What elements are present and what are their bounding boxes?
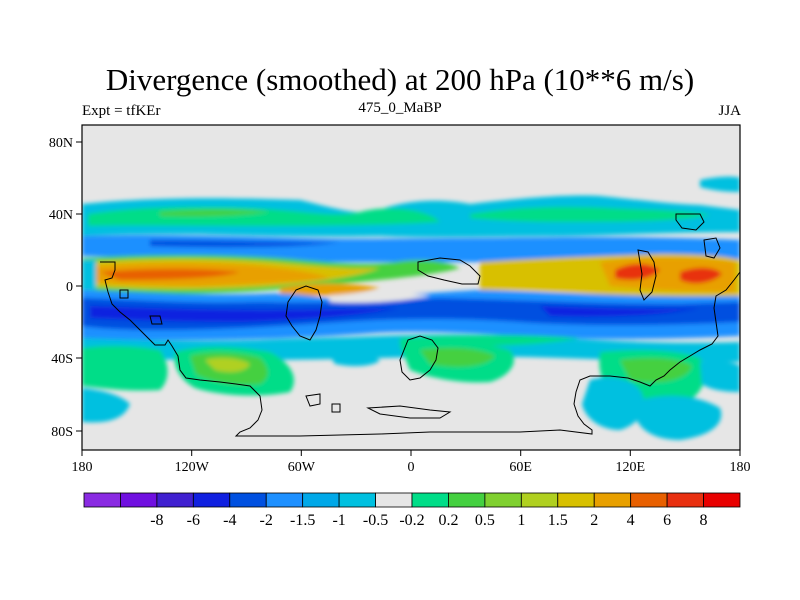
lat-tick-label: 80N — [49, 136, 73, 151]
contour-region — [540, 306, 700, 317]
colorbar-swatch — [229, 492, 267, 508]
contour-region — [90, 306, 400, 322]
contour-region — [150, 240, 340, 248]
case-label: 475_0_MaBP — [358, 100, 442, 116]
colorbar-label: -8 — [150, 512, 163, 529]
colorbar-label: -0.2 — [399, 512, 424, 529]
lat-tick-label: 80S — [51, 425, 73, 440]
map-field — [82, 125, 740, 450]
colorbar-swatch — [302, 492, 340, 508]
colorbar-swatch — [630, 492, 668, 508]
season-label: JJA — [718, 103, 741, 119]
contour-region — [330, 293, 430, 303]
colorbar-swatch — [338, 492, 376, 508]
lat-tick-label: 40N — [49, 208, 73, 223]
colorbar-swatch — [484, 492, 522, 508]
colorbar-swatch — [156, 492, 194, 508]
colorbar-swatch — [557, 492, 595, 508]
lat-tick-label: 0 — [66, 280, 73, 295]
contour-region — [205, 357, 250, 372]
lat-tick-label: 40S — [51, 352, 73, 367]
contour-region — [82, 298, 740, 330]
colorbar-swatch — [448, 492, 486, 508]
lon-tick-label: 120W — [175, 460, 210, 475]
colorbar-swatch — [83, 492, 121, 508]
contour-region — [620, 358, 692, 383]
tick-marks — [76, 141, 741, 456]
contour-region — [700, 176, 740, 192]
lon-axis: 180 120W 60W 0 60E 120E 180 — [72, 460, 751, 475]
colorbar-label: 6 — [663, 512, 671, 529]
lon-tick-label: 180 — [72, 460, 93, 475]
lon-tick-label: 60E — [509, 460, 532, 475]
contour-region — [88, 206, 440, 226]
contour-region — [100, 269, 240, 280]
contour-region — [700, 361, 740, 392]
colorbar-label: -1.5 — [290, 512, 315, 529]
colorbar-label: -4 — [223, 512, 236, 529]
lon-tick-label: 60W — [288, 460, 316, 475]
colorbar-swatch — [411, 492, 449, 508]
colorbar-swatch — [520, 492, 559, 508]
coastlines — [100, 213, 740, 437]
colorbar-swatch — [120, 492, 158, 508]
colorbar-swatch — [265, 492, 304, 508]
contour-region — [82, 388, 130, 423]
colorbar-label: 0.2 — [438, 512, 458, 529]
contour-region — [680, 267, 722, 284]
experiment-label: Expt = tfKEr — [82, 103, 161, 119]
colorbar-swatch — [375, 492, 413, 508]
contour-region — [470, 206, 710, 222]
contour-region — [330, 353, 380, 367]
colorbar-label: 0.5 — [475, 512, 495, 529]
contour-region — [615, 264, 660, 280]
contour-region — [82, 345, 168, 391]
colorbar-swatch — [192, 492, 231, 508]
contour-region — [160, 209, 270, 217]
contour-region — [82, 260, 96, 290]
colorbar-label: 2 — [590, 512, 598, 529]
colorbar-label: -2 — [260, 512, 273, 529]
lon-tick-label: 0 — [408, 460, 415, 475]
contour-region — [420, 348, 495, 367]
chart-title: Divergence (smoothed) at 200 hPa (10**6 … — [105, 62, 695, 97]
colorbar-label: 8 — [700, 512, 708, 529]
lon-tick-label: 180 — [730, 460, 751, 475]
colorbar-label: 4 — [627, 512, 635, 529]
colorbar-label: -1 — [332, 512, 345, 529]
colorbar-swatch — [593, 492, 632, 508]
lon-tick-label: 120E — [616, 460, 646, 475]
colorbar-label: 1 — [517, 512, 525, 529]
colorbar: -8 -6 -4 -2 -1.5 -1 -0.5 -0.2 0.2 0.5 1 1.5 2 4 6 8 — [83, 492, 741, 529]
contour-region — [582, 377, 644, 430]
contour-region — [636, 395, 722, 440]
colorbar-swatch — [703, 492, 741, 508]
colorbar-label: -0.5 — [363, 512, 388, 529]
colorbar-label: 1.5 — [548, 512, 568, 529]
colorbar-label: -6 — [187, 512, 200, 529]
lat-axis: 80N 40N 0 40S 80S — [49, 136, 73, 440]
colorbar-swatch — [666, 492, 704, 508]
